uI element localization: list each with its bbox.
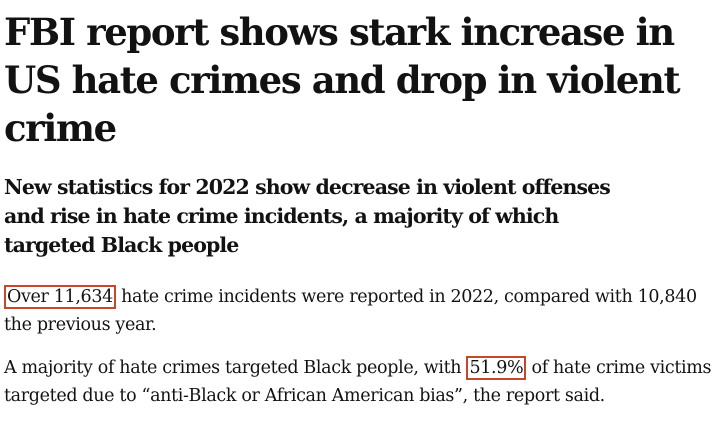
body-paragraph-2: A majority of hate crimes targeted Black… [4,354,718,410]
article: FBI report shows stark increase in US ha… [4,0,718,410]
body-paragraph-1: Over 11,634 hate crime incidents were re… [4,283,718,339]
highlight-box-incident-count: Over 11,634 [4,285,116,309]
highlight-box-percentage: 51.9% [466,356,527,380]
headline: FBI report shows stark increase in US ha… [4,10,681,150]
paragraph-1-text: hate crime incidents were reported in 20… [4,287,697,335]
standfirst: New statistics for 2022 show decrease in… [4,175,611,257]
paragraph-2-text-before: A majority of hate crimes targeted Black… [4,358,467,378]
paragraph-2-text-after: of hate crime victims targeted due to “a… [4,358,712,406]
